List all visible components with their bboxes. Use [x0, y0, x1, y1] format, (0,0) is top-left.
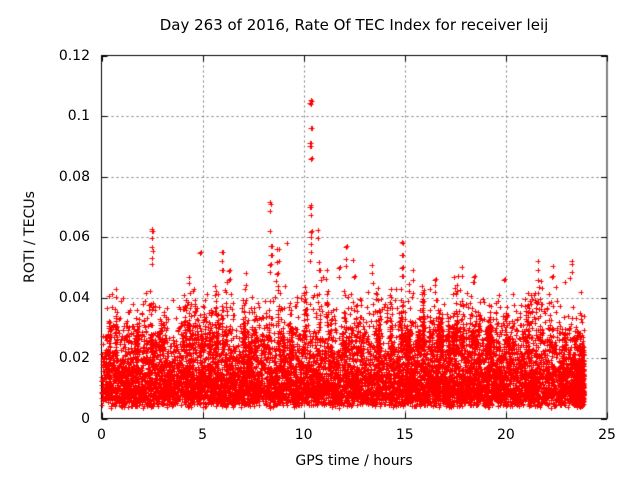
x-tick-label: 0 — [97, 427, 106, 443]
y-tick-label: 0.02 — [58, 350, 90, 366]
y-tick-label: 0.04 — [58, 289, 90, 306]
y-tick-label: 0.1 — [67, 108, 90, 124]
x-tick-label: 5 — [198, 427, 208, 443]
y-tick-label: 0.06 — [58, 229, 90, 245]
x-tick-label: 10 — [294, 427, 313, 443]
x-axis-label: GPS time / hours — [295, 453, 413, 469]
y-tick-label: 0.08 — [58, 168, 90, 185]
y-tick-label: 0.12 — [58, 47, 90, 64]
x-tick-label: 20 — [496, 427, 515, 443]
y-tick-label: 0 — [81, 410, 90, 427]
x-tick-label: 15 — [395, 427, 414, 443]
x-tick-label: 25 — [598, 427, 616, 443]
chart-title: Day 263 of 2016, Rate Of TEC Index for r… — [159, 16, 549, 34]
